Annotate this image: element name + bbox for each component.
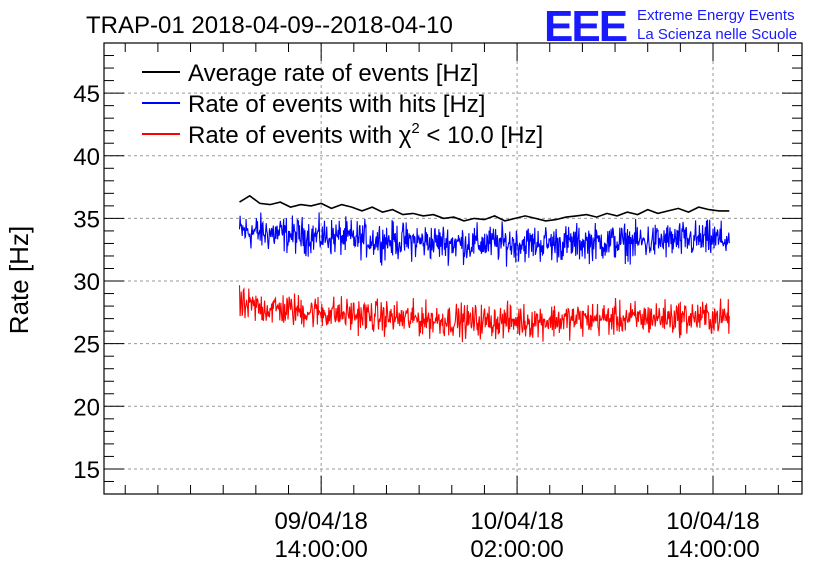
legend: Average rate of events [Hz] Rate of even… xyxy=(142,60,543,149)
y-tick-label: 15 xyxy=(73,457,100,484)
y-tick-label: 40 xyxy=(73,144,100,171)
series-layer xyxy=(238,194,730,343)
x-tick-label-date: 10/04/18 xyxy=(470,508,563,535)
logo-line1: Extreme Energy Events xyxy=(637,7,795,24)
y-tick-label: 25 xyxy=(73,332,100,359)
logo-mark: EEE xyxy=(544,2,627,51)
eee-logo: EEE Extreme Energy Events La Scienza nel… xyxy=(544,2,797,51)
y-ticks: 15 20 25 30 35 40 45 xyxy=(73,42,802,495)
legend-label-hits: Rate of events with hits [Hz] xyxy=(188,91,485,118)
legend-label-average: Average rate of events [Hz] xyxy=(188,60,478,87)
y-tick-label: 30 xyxy=(73,269,100,296)
y-tick-label: 45 xyxy=(73,81,100,108)
legend-label-chi2: Rate of events with χ2 < 10.0 [Hz] xyxy=(188,120,543,149)
x-tick-label-time: 14:00:00 xyxy=(274,536,367,563)
x-tick-label-time: 02:00:00 xyxy=(470,536,563,563)
x-ticks: 09/04/1814:00:0010/04/1802:00:0010/04/18… xyxy=(124,43,779,563)
y-axis-label: Rate [Hz] xyxy=(4,226,34,334)
logo-line2: La Scienza nelle Scuole xyxy=(637,26,797,43)
x-tick-label-date: 10/04/18 xyxy=(666,508,759,535)
series-chi2-line xyxy=(238,285,730,343)
y-tick-label: 20 xyxy=(73,394,100,421)
series-average-line xyxy=(239,194,730,222)
chart-title: TRAP-01 2018-04-09--2018-04-10 xyxy=(86,12,453,39)
y-tick-label: 35 xyxy=(73,206,100,233)
series-hits-line xyxy=(238,212,730,267)
x-tick-label-date: 09/04/18 xyxy=(274,508,367,535)
x-tick-label-time: 14:00:00 xyxy=(666,536,759,563)
grid xyxy=(104,43,802,494)
